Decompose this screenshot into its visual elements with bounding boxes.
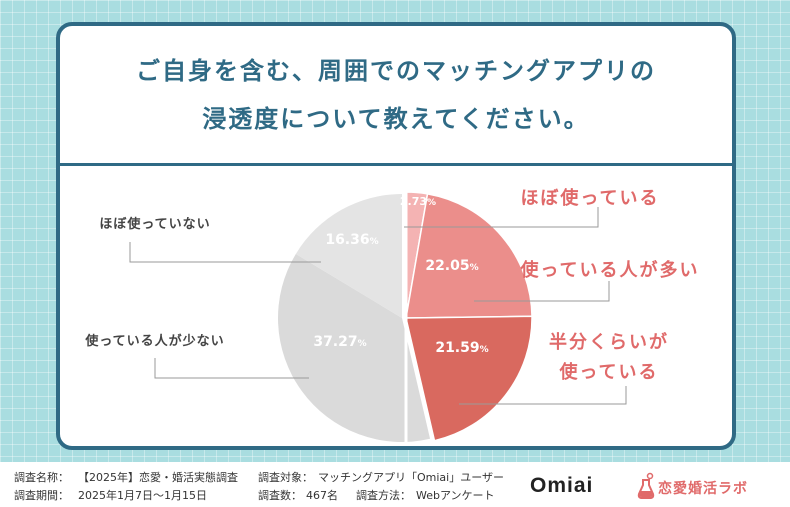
- pie-chart: 2.73% 22.05% 21.59% 37.27% 16.36% ほぼ使っている使ってい…: [84, 188, 699, 446]
- pie-slice-2: [405, 192, 533, 319]
- pie-slice-5: [295, 194, 402, 318]
- survey-name: 【2025年】恋愛・婚活実態調査: [78, 471, 238, 484]
- category-label-3-line-2: 使っている: [558, 362, 658, 383]
- survey-method-label: 調査方法：: [356, 489, 411, 502]
- survey-target: マッチングアプリ「Omiai」ユーザー: [318, 471, 505, 484]
- pie-slices: [278, 190, 533, 446]
- slice-value-5: 16.36%: [325, 232, 378, 248]
- slice-value-4: 37.27%: [313, 334, 366, 350]
- slice-value-3: 21.59%: [435, 340, 488, 356]
- category-label-5: ほぼ使っていない: [99, 216, 210, 232]
- survey-method: Webアンケート: [416, 489, 495, 502]
- renai-konkatsu-lab-logo: 恋愛婚活ラボ: [658, 481, 748, 497]
- leader-line-1: [404, 207, 599, 228]
- survey-count: 467名: [306, 489, 338, 502]
- pie-slice-3: [405, 315, 533, 442]
- title-line-1: ご自身を含む、周囲でのマッチングアプリの: [136, 56, 656, 85]
- pie-slice-4: [278, 253, 431, 443]
- category-label-3-line-1: 半分くらいが: [549, 331, 669, 353]
- category-label-4: 使っている人が少ない: [84, 333, 224, 349]
- survey-period: 2025年1月7日〜1月15日: [78, 489, 207, 502]
- title-line-2: 浸透度について教えてください。: [202, 104, 590, 133]
- omiai-logo: Omiai: [530, 474, 594, 497]
- category-label-1: ほぼ使っている: [520, 188, 659, 209]
- slice-value-1: 2.73%: [400, 195, 436, 208]
- lab-flask-icon: [637, 472, 655, 499]
- survey-target-label: 調査対象：: [258, 471, 313, 484]
- survey-count-label: 調査数：: [258, 489, 302, 502]
- leader-line-3: [459, 386, 627, 405]
- slice-value-2: 22.05%: [425, 258, 478, 274]
- survey-name-label: 調査名称：: [14, 471, 69, 484]
- leader-line-4: [154, 358, 309, 379]
- footer: 調査名称： 【2025年】恋愛・婚活実態調査 調査期間： 2025年1月7日〜1…: [0, 462, 790, 507]
- title-area: ご自身を含む、周囲でのマッチングアプリの 浸透度について教えてください。: [60, 26, 732, 166]
- leader-line-5: [129, 242, 321, 263]
- category-label-2: 使っている人が多い: [519, 259, 699, 281]
- survey-period-label: 調査期間：: [14, 489, 69, 502]
- leader-line-2: [474, 281, 610, 302]
